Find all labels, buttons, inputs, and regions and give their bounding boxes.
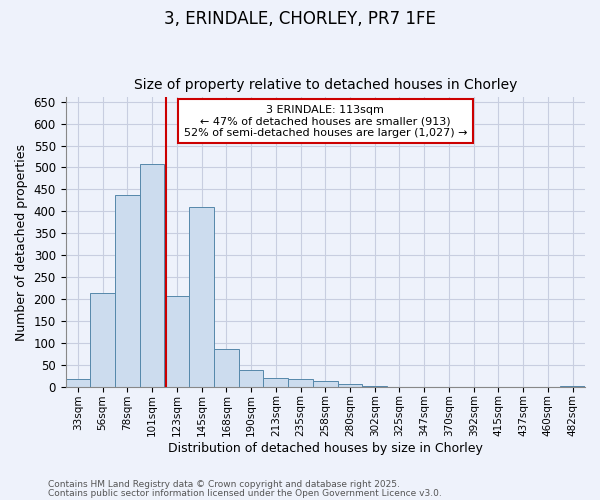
Bar	[214, 348, 239, 387]
Text: Contains HM Land Registry data © Crown copyright and database right 2025.: Contains HM Land Registry data © Crown c…	[48, 480, 400, 489]
Bar	[189, 207, 214, 386]
Bar	[164, 296, 189, 386]
Text: 3, ERINDALE, CHORLEY, PR7 1FE: 3, ERINDALE, CHORLEY, PR7 1FE	[164, 10, 436, 28]
Bar	[288, 379, 313, 386]
Bar	[263, 378, 288, 386]
Title: Size of property relative to detached houses in Chorley: Size of property relative to detached ho…	[134, 78, 517, 92]
Bar	[140, 164, 164, 386]
X-axis label: Distribution of detached houses by size in Chorley: Distribution of detached houses by size …	[168, 442, 483, 455]
Text: Contains public sector information licensed under the Open Government Licence v3: Contains public sector information licen…	[48, 488, 442, 498]
Bar	[90, 294, 115, 386]
Bar	[313, 380, 338, 386]
Bar	[338, 384, 362, 386]
Text: 3 ERINDALE: 113sqm
← 47% of detached houses are smaller (913)
52% of semi-detach: 3 ERINDALE: 113sqm ← 47% of detached hou…	[184, 104, 467, 138]
Bar	[239, 370, 263, 386]
Bar	[65, 379, 90, 386]
Y-axis label: Number of detached properties: Number of detached properties	[15, 144, 28, 340]
Bar	[115, 195, 140, 386]
